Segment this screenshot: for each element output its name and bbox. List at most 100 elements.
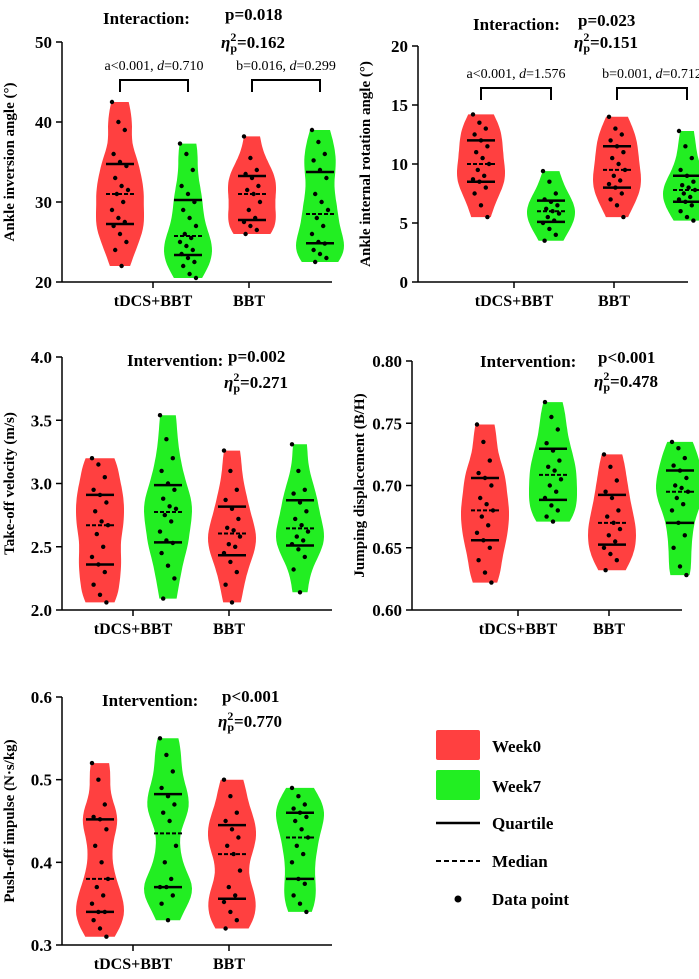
data-point bbox=[608, 138, 613, 143]
data-point bbox=[297, 810, 303, 815]
data-point bbox=[91, 487, 96, 492]
data-point bbox=[606, 114, 612, 120]
data-point bbox=[172, 576, 177, 581]
legend-data-point-marker bbox=[454, 895, 462, 903]
data-point bbox=[221, 448, 227, 453]
legend-median-label: Median bbox=[492, 852, 548, 871]
data-point bbox=[159, 468, 164, 474]
y-axis-label: Push-off impulse (N·s/kg) bbox=[2, 739, 18, 902]
data-point bbox=[93, 509, 98, 514]
data-point bbox=[478, 203, 484, 208]
data-point bbox=[309, 127, 315, 133]
violin-week7 bbox=[144, 738, 192, 921]
data-point bbox=[311, 247, 316, 253]
data-point bbox=[684, 214, 690, 220]
data-point bbox=[192, 199, 197, 205]
data-point bbox=[251, 191, 256, 197]
data-point bbox=[324, 175, 329, 181]
panel-inversion: 20 30 40 50 Ankle inversion angle (°) tDCS+BB… bbox=[2, 5, 344, 310]
data-point bbox=[291, 806, 296, 811]
data-point bbox=[613, 185, 618, 190]
y-axis-label: Jumping displacement (B/H) bbox=[352, 393, 368, 577]
comparison-label: b=0.016, d=0.299 bbox=[236, 59, 336, 74]
data-point bbox=[254, 227, 259, 233]
data-point bbox=[105, 523, 111, 528]
data-point bbox=[296, 876, 301, 882]
data-point bbox=[313, 191, 318, 197]
violin-week7 bbox=[656, 441, 699, 576]
legend-week7-label: Week7 bbox=[492, 777, 542, 796]
data-point bbox=[555, 427, 560, 432]
data-point bbox=[547, 179, 552, 184]
data-point bbox=[673, 483, 678, 488]
data-point bbox=[608, 551, 613, 557]
data-point bbox=[169, 876, 174, 882]
legend-week7-swatch bbox=[436, 770, 480, 800]
data-point bbox=[172, 802, 177, 807]
data-point bbox=[226, 542, 231, 547]
data-point bbox=[682, 533, 687, 538]
data-point bbox=[549, 503, 554, 508]
data-point bbox=[476, 558, 481, 563]
violin-week7 bbox=[296, 130, 344, 262]
data-point bbox=[256, 183, 261, 189]
data-point bbox=[296, 468, 301, 474]
data-point bbox=[606, 533, 611, 538]
data-point bbox=[91, 814, 96, 820]
data-point bbox=[185, 255, 191, 261]
data-point bbox=[177, 141, 183, 146]
data-point bbox=[622, 167, 628, 173]
data-point bbox=[161, 810, 166, 815]
data-point bbox=[540, 168, 546, 174]
data-point bbox=[229, 600, 235, 605]
data-point bbox=[686, 185, 691, 190]
y-tick-label: 50 bbox=[35, 33, 52, 52]
data-point bbox=[296, 547, 301, 552]
data-point bbox=[550, 209, 555, 214]
stat-p-value: p<0.001 bbox=[222, 687, 279, 706]
x-tick-label: BBT bbox=[598, 293, 630, 310]
violin-week0 bbox=[457, 114, 505, 218]
data-point bbox=[234, 569, 239, 575]
y-tick-label: 0 bbox=[400, 273, 409, 292]
data-point bbox=[472, 191, 477, 196]
data-point bbox=[94, 531, 100, 537]
y-tick-label: 40 bbox=[35, 113, 52, 132]
y-tick-label: 0.70 bbox=[372, 477, 402, 496]
data-point bbox=[470, 112, 476, 117]
data-point bbox=[245, 187, 250, 193]
data-point bbox=[317, 167, 323, 173]
data-point bbox=[296, 794, 301, 799]
data-point bbox=[483, 126, 488, 131]
data-point bbox=[302, 487, 307, 492]
data-point bbox=[104, 827, 109, 832]
data-point bbox=[99, 860, 104, 865]
data-point bbox=[104, 500, 109, 505]
data-point bbox=[613, 539, 618, 544]
data-point bbox=[316, 139, 321, 145]
data-point bbox=[618, 178, 623, 183]
data-point bbox=[181, 207, 186, 213]
data-point bbox=[472, 132, 477, 137]
legend-data-point-label: Data point bbox=[492, 890, 569, 909]
data-point bbox=[547, 483, 552, 488]
data-point bbox=[234, 487, 239, 492]
data-point bbox=[487, 458, 492, 463]
data-point bbox=[614, 558, 619, 563]
data-point bbox=[611, 520, 616, 525]
data-point bbox=[182, 231, 187, 237]
data-point bbox=[113, 247, 118, 253]
y-axis-label: Take-off velocity (m/s) bbox=[2, 412, 18, 555]
data-point bbox=[109, 207, 115, 213]
data-point bbox=[606, 181, 612, 187]
data-point bbox=[603, 568, 608, 573]
data-point bbox=[683, 199, 688, 204]
data-point bbox=[165, 918, 171, 923]
data-point bbox=[689, 155, 694, 161]
data-point bbox=[164, 538, 169, 543]
data-point bbox=[165, 481, 171, 486]
x-tick-label: BBT bbox=[213, 956, 245, 973]
data-point bbox=[542, 399, 548, 405]
data-point bbox=[302, 802, 307, 807]
y-tick-label: 0.60 bbox=[372, 601, 402, 620]
